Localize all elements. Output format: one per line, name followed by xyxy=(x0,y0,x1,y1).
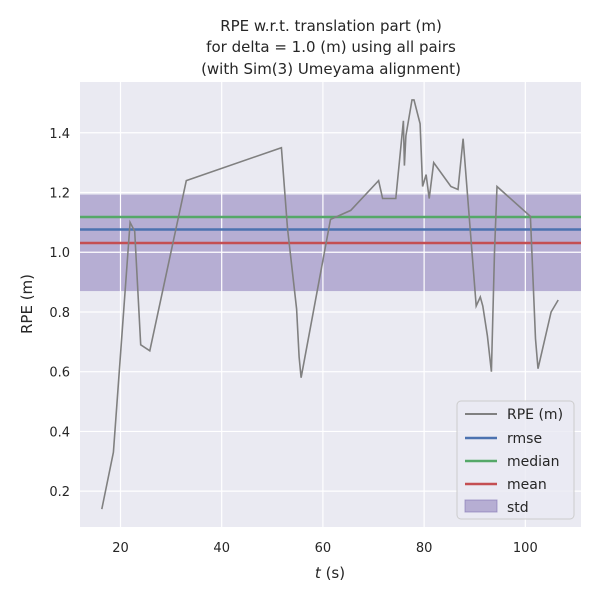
x-axis-label-unit: (s) xyxy=(321,564,345,582)
x-tick-label: 100 xyxy=(513,541,538,556)
legend-label-rmse: rmse xyxy=(507,431,542,447)
x-axis-label: t (s) xyxy=(315,564,345,582)
y-axis-label: RPE (m) xyxy=(18,274,36,334)
legend-box xyxy=(456,400,575,520)
y-tick-label: 1.0 xyxy=(49,246,70,261)
y-tick-label: 0.6 xyxy=(49,366,70,381)
y-tick-label: 1.4 xyxy=(49,127,70,142)
x-tick-labels: 20 40 60 80 100 xyxy=(112,541,538,556)
legend-label-rpe: RPE (m) xyxy=(507,407,563,423)
x-tick-label: 60 xyxy=(315,541,332,556)
x-tick-label: 40 xyxy=(213,541,230,556)
y-tick-label: 0.2 xyxy=(49,485,70,500)
chart-title-line-1: RPE w.r.t. translation part (m) xyxy=(220,17,442,35)
x-axis-label-italic: t xyxy=(315,564,322,582)
chart-title-line-3: (with Sim(3) Umeyama alignment) xyxy=(201,60,461,78)
rpe-points xyxy=(101,99,559,510)
rpe-series-line xyxy=(101,99,559,510)
x-tick-label: 80 xyxy=(416,541,433,556)
legend-label-mean: mean xyxy=(507,477,547,493)
y-tick-label: 0.4 xyxy=(49,425,70,440)
y-tick-labels: 0.2 0.4 0.6 0.8 1.0 1.2 1.4 xyxy=(49,127,70,500)
x-tick-label: 20 xyxy=(112,541,129,556)
legend-label-median: median xyxy=(507,454,559,470)
y-tick-label: 0.8 xyxy=(49,306,70,321)
y-tick-label: 1.2 xyxy=(49,187,70,202)
legend-label-std: std xyxy=(507,500,529,516)
legend: RPE (m) rmse median mean std xyxy=(456,400,575,520)
legend-swatch-std xyxy=(464,499,498,513)
chart-title-line-2: for delta = 1.0 (m) using all pairs xyxy=(206,38,456,56)
